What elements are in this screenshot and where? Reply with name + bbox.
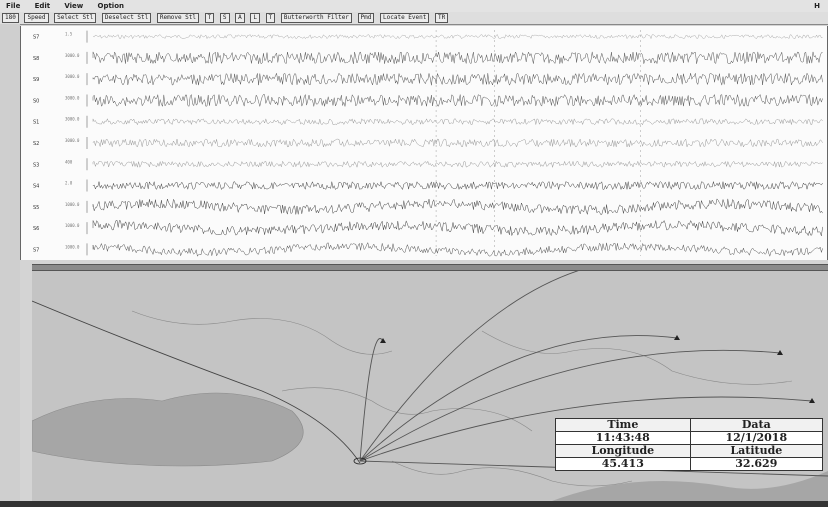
window-bottom-border <box>0 501 828 507</box>
border-line <box>481 330 793 385</box>
border-line <box>131 310 393 355</box>
channel-scale-label: 3000.0 <box>65 74 80 79</box>
menu-file[interactable]: File <box>6 2 21 10</box>
channel-scale-label: 1000.0 <box>65 244 80 249</box>
channel-scale-label: 1000.0 <box>65 202 80 207</box>
sea-area <box>552 471 828 501</box>
remove-station-button[interactable]: Remove Stl <box>156 12 200 23</box>
ray-path <box>359 349 781 462</box>
toolbar-button-s[interactable]: S <box>219 12 230 23</box>
channel-label: S4 <box>33 184 39 190</box>
butterworth-filter-button[interactable]: Butterworth Filter <box>280 12 352 23</box>
channel-label: S7 <box>33 35 39 41</box>
channel-label: S2 <box>33 141 39 147</box>
channel-scale-label: 3000.0 <box>65 117 80 122</box>
channel-scale-label: 1000.0 <box>65 223 80 228</box>
toolbar-button-t[interactable]: T <box>204 12 215 23</box>
channel-label: S5 <box>33 205 39 211</box>
waveform-trace[interactable] <box>92 118 823 126</box>
event-date: 12/1/2018 <box>689 431 824 445</box>
speed-button[interactable]: Speed <box>24 12 49 23</box>
channel-label: S9 <box>33 77 39 83</box>
border-line <box>391 460 633 487</box>
waveform-trace[interactable] <box>92 34 823 40</box>
epicenter-marker-icon <box>353 457 367 465</box>
event-longitude: 45.413 <box>555 457 691 471</box>
toolbar-button-t2[interactable]: T <box>265 12 276 23</box>
channel-label: S6 <box>33 226 39 232</box>
waveform-trace[interactable] <box>92 138 823 148</box>
channel-label: S7 <box>33 247 39 253</box>
waveform-trace[interactable] <box>92 241 823 258</box>
event-time: 11:43:48 <box>555 431 691 445</box>
ray-path <box>359 396 813 462</box>
waveform-trace[interactable] <box>92 93 823 108</box>
toolbar-button-l[interactable]: L <box>250 12 261 23</box>
toolbar-button-tr[interactable]: TR <box>435 12 449 23</box>
left-gutter <box>0 24 20 501</box>
ray-path <box>359 335 678 462</box>
event-info-table: Time Data 11:43:48 12/1/2018 Longitude L… <box>555 418 824 471</box>
locate-event-button[interactable]: Locate Event <box>380 12 430 23</box>
waveform-trace[interactable] <box>92 160 823 169</box>
channel-scale-label: 3000.0 <box>65 53 80 58</box>
waveform-trace[interactable] <box>92 198 823 216</box>
select-station-button[interactable]: Select Stl <box>54 12 97 23</box>
deselect-station-button[interactable]: Deselect Stl <box>101 12 152 23</box>
menu-view[interactable]: View <box>64 2 84 10</box>
channel-scale-label: 3000.0 <box>65 138 80 143</box>
ray-path <box>32 300 361 464</box>
toolbar: 180 Speed Select Stl Deselect Stl Remove… <box>0 12 828 25</box>
waveform-trace[interactable] <box>92 72 823 86</box>
station-triangle-icon <box>674 335 680 340</box>
channel-label: S3 <box>33 162 39 168</box>
longitude-header: Longitude <box>555 444 691 458</box>
panel-splitter[interactable] <box>32 264 828 271</box>
channel-label: S1 <box>33 120 39 126</box>
station-triangle-icon <box>777 350 783 355</box>
waveform-plot[interactable]: S7 1.5 S8 3000.0 S9 3000.0 S0 3000.0 S1 3000.0 S2 3… <box>21 26 827 260</box>
border-line <box>281 387 533 432</box>
station-triangle-icon <box>809 398 815 403</box>
time-header: Time <box>555 418 691 432</box>
pmd-button[interactable]: Pmd <box>357 12 375 23</box>
ray-path <box>359 271 579 462</box>
channel-scale-label: 1.5 <box>65 32 73 37</box>
sea-area <box>32 392 304 467</box>
toolbar-button-a[interactable]: A <box>235 12 245 23</box>
channel-scale-label: 400 <box>65 159 73 164</box>
channel-label: S0 <box>33 98 39 104</box>
menu-edit[interactable]: Edit <box>34 2 51 10</box>
event-latitude: 32.629 <box>689 457 824 471</box>
toolbar-button-180[interactable]: 180 <box>2 12 19 23</box>
waveform-trace[interactable] <box>92 180 823 191</box>
channel-label: S8 <box>33 56 39 62</box>
waveform-panel[interactable]: S7 1.5 S8 3000.0 S9 3000.0 S0 3000.0 S1 3000.0 S2 3… <box>20 26 828 260</box>
latitude-header: Latitude <box>689 444 824 458</box>
ray-path <box>359 338 384 462</box>
waveform-trace[interactable] <box>92 51 823 65</box>
date-header: Data <box>689 418 824 432</box>
menu-option[interactable]: Option <box>97 2 125 10</box>
menu-help[interactable]: H <box>814 2 820 10</box>
channel-scale-label: 3000.0 <box>65 95 80 100</box>
channel-scale-label: 2.8 <box>65 181 73 186</box>
station-triangle-icon <box>380 338 386 343</box>
waveform-trace[interactable] <box>92 219 823 237</box>
